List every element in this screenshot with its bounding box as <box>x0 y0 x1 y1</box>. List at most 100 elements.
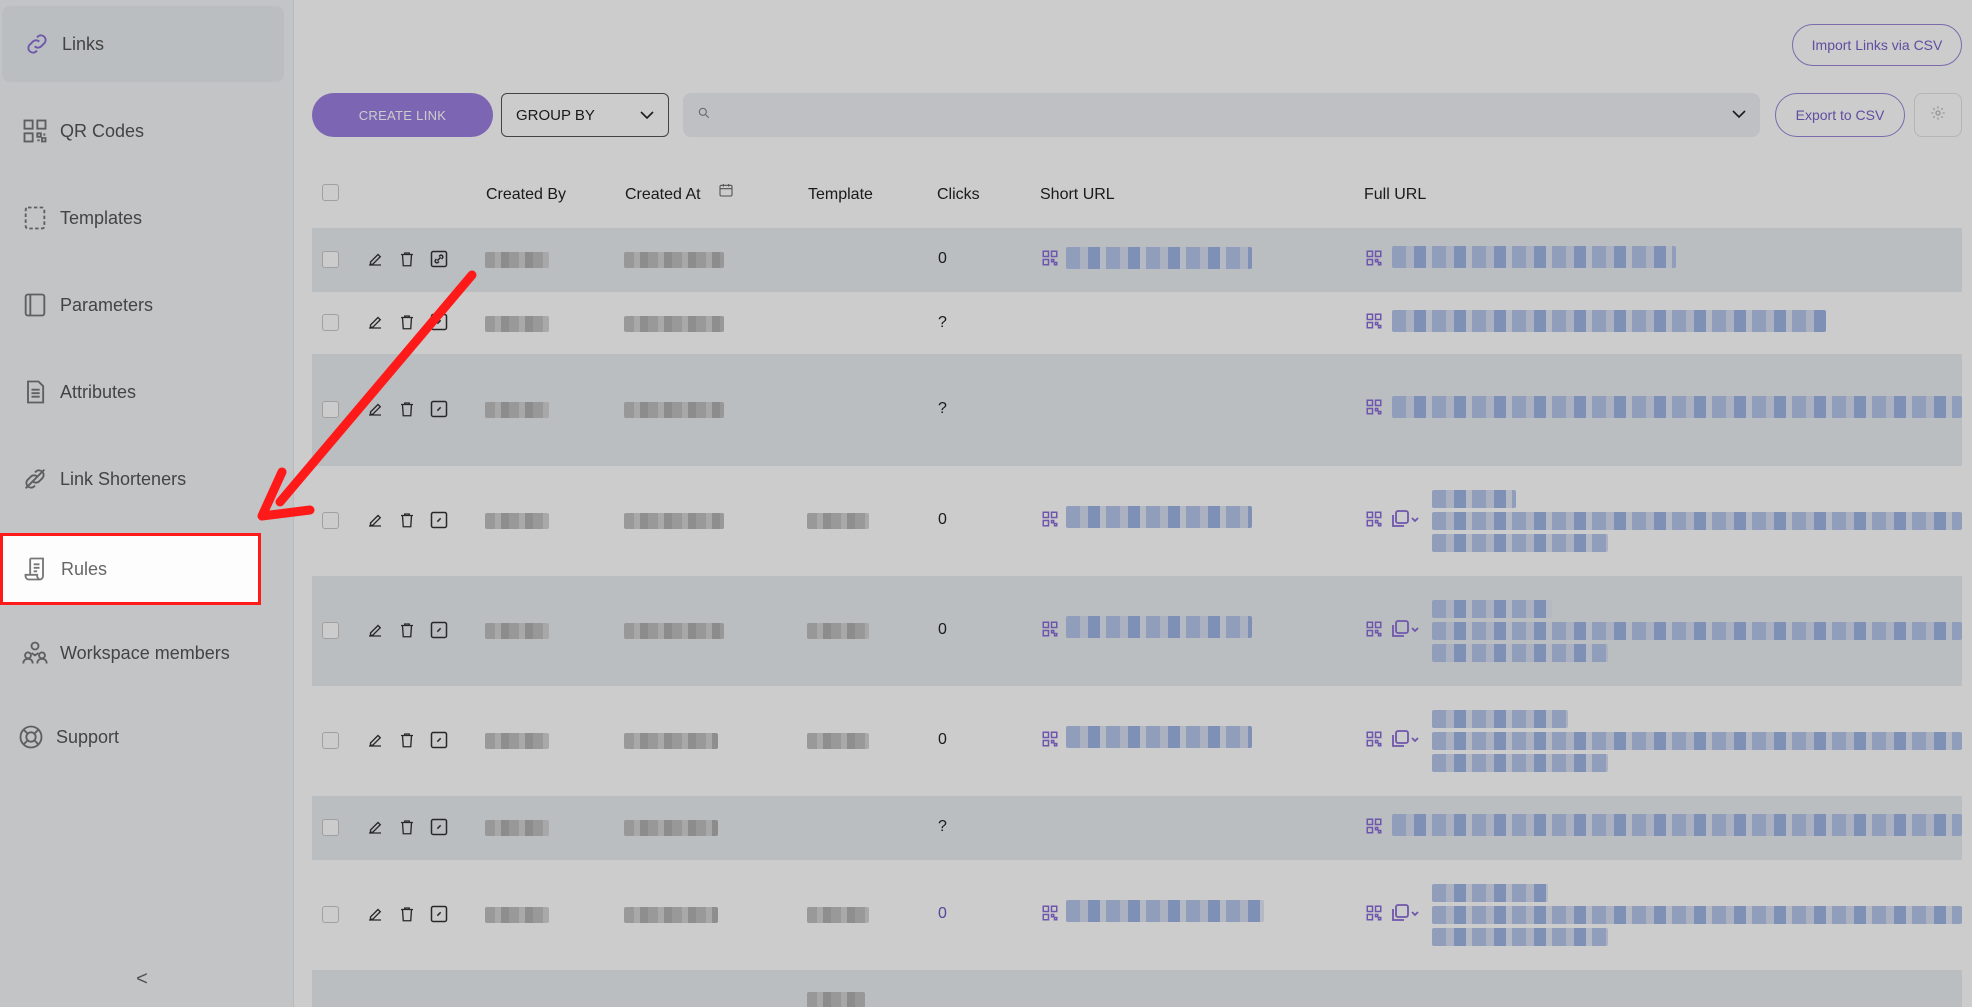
short-url-link[interactable] <box>1066 506 1252 528</box>
calendar-icon[interactable] <box>718 182 734 203</box>
qr-code-icon[interactable] <box>1365 620 1385 640</box>
qr-code-icon[interactable] <box>1365 817 1385 837</box>
sidebar-item-attributes[interactable]: Attributes <box>0 354 294 430</box>
trash-icon[interactable] <box>396 619 418 641</box>
trash-icon[interactable] <box>396 509 418 531</box>
edit-icon[interactable] <box>364 729 386 751</box>
short-url-link[interactable] <box>1066 900 1264 922</box>
trash-icon[interactable] <box>396 903 418 925</box>
row-checkbox[interactable] <box>322 512 339 529</box>
trash-icon[interactable] <box>396 816 418 838</box>
full-url-link[interactable] <box>1432 644 1608 662</box>
qr-code-icon[interactable] <box>1041 249 1061 269</box>
full-url-link[interactable] <box>1392 310 1826 332</box>
qr-code-icon[interactable] <box>1365 730 1385 750</box>
copy-icon[interactable] <box>1390 902 1420 924</box>
column-created-by[interactable]: Created By <box>486 186 567 203</box>
table-row[interactable]: 0 <box>312 576 1962 686</box>
table-row[interactable] <box>312 970 1962 1007</box>
group-by-select[interactable]: GROUP BY <box>501 93 669 137</box>
edit-icon[interactable] <box>364 248 386 270</box>
short-url-link[interactable] <box>1066 247 1252 269</box>
table-row[interactable]: 0 <box>312 686 1962 796</box>
edit-icon[interactable] <box>364 816 386 838</box>
column-clicks[interactable]: Clicks <box>937 186 980 203</box>
table-row[interactable]: ? <box>312 292 1962 354</box>
chevron-down-icon[interactable] <box>1732 106 1746 124</box>
column-full-url[interactable]: Full URL <box>1364 186 1427 203</box>
full-url-link[interactable] <box>1432 512 1962 530</box>
create-link-button[interactable]: CREATE LINK <box>312 93 493 137</box>
copy-icon[interactable] <box>1390 508 1420 530</box>
import-links-csv-button[interactable]: Import Links via CSV <box>1792 24 1962 66</box>
link-detail-icon[interactable] <box>428 509 450 531</box>
sidebar-item-templates[interactable]: Templates <box>0 180 294 256</box>
sidebar-item-links[interactable]: Links <box>2 6 284 82</box>
trash-icon[interactable] <box>396 398 418 420</box>
clicks-value[interactable]: 0 <box>938 905 947 922</box>
column-template[interactable]: Template <box>808 186 873 203</box>
full-url-link[interactable] <box>1392 396 1962 418</box>
table-row[interactable]: 0 <box>312 860 1962 970</box>
qr-code-icon[interactable] <box>1365 510 1385 530</box>
qr-code-icon[interactable] <box>1365 249 1385 269</box>
edit-icon[interactable] <box>364 619 386 641</box>
qr-code-icon[interactable] <box>1041 620 1061 640</box>
trash-icon[interactable] <box>396 729 418 751</box>
qr-code-icon[interactable] <box>1365 398 1385 418</box>
full-url-link[interactable] <box>1432 928 1608 946</box>
sidebar-item-support[interactable]: Support <box>0 699 294 775</box>
qr-code-icon[interactable] <box>1365 904 1385 924</box>
qr-code-icon[interactable] <box>1365 312 1385 332</box>
row-checkbox[interactable] <box>322 314 339 331</box>
table-row[interactable]: ? <box>312 796 1962 860</box>
full-url-link[interactable] <box>1392 814 1962 836</box>
search-input[interactable] <box>721 107 1732 123</box>
trash-icon[interactable] <box>396 311 418 333</box>
full-url-link[interactable] <box>1432 754 1608 772</box>
link-detail-icon[interactable] <box>428 398 450 420</box>
full-url-link[interactable] <box>1432 884 1548 902</box>
qr-code-icon[interactable] <box>1041 510 1061 530</box>
short-url-link[interactable] <box>1066 616 1252 638</box>
link-detail-icon[interactable] <box>428 729 450 751</box>
table-row[interactable]: 0 <box>312 228 1962 292</box>
link-detail-icon[interactable] <box>428 816 450 838</box>
full-url-link[interactable] <box>1432 710 1568 728</box>
full-url-link[interactable] <box>1432 732 1962 750</box>
select-all-checkbox[interactable] <box>322 184 339 201</box>
edit-icon[interactable] <box>364 398 386 420</box>
short-url-link[interactable] <box>1066 726 1252 748</box>
table-row[interactable]: 0 <box>312 466 1962 576</box>
qr-code-icon[interactable] <box>1041 730 1061 750</box>
copy-icon[interactable] <box>1390 728 1420 750</box>
settings-button[interactable] <box>1914 93 1962 137</box>
search-bar[interactable] <box>683 93 1760 137</box>
column-created-at[interactable]: Created At <box>625 186 701 203</box>
link-detail-icon[interactable] <box>428 903 450 925</box>
collapse-sidebar-button[interactable]: < <box>136 968 148 990</box>
row-checkbox[interactable] <box>322 251 339 268</box>
full-url-link[interactable] <box>1432 622 1962 640</box>
trash-icon[interactable] <box>396 248 418 270</box>
sidebar-item-workspace-members[interactable]: Workspace members <box>0 615 294 691</box>
column-short-url[interactable]: Short URL <box>1040 186 1115 203</box>
table-row[interactable]: ? <box>312 354 1962 466</box>
full-url-link[interactable] <box>1392 246 1676 268</box>
link-detail-icon[interactable] <box>428 619 450 641</box>
qr-code-icon[interactable] <box>1041 904 1061 924</box>
full-url-link[interactable] <box>1432 534 1608 552</box>
row-checkbox[interactable] <box>322 819 339 836</box>
sidebar-item-link-shorteners[interactable]: Link Shorteners <box>0 441 294 517</box>
export-csv-button[interactable]: Export to CSV <box>1775 93 1905 137</box>
row-checkbox[interactable] <box>322 906 339 923</box>
sidebar-item-parameters[interactable]: Parameters <box>0 267 294 343</box>
sidebar-item-qr-codes[interactable]: QR Codes <box>0 93 294 169</box>
sidebar-item-rules[interactable]: Rules <box>0 533 261 605</box>
edit-icon[interactable] <box>364 903 386 925</box>
link-detail-icon[interactable] <box>428 311 450 333</box>
copy-icon[interactable] <box>1390 618 1420 640</box>
full-url-link[interactable] <box>1432 906 1962 924</box>
full-url-link[interactable] <box>1432 490 1516 508</box>
full-url-link[interactable] <box>1432 600 1552 618</box>
